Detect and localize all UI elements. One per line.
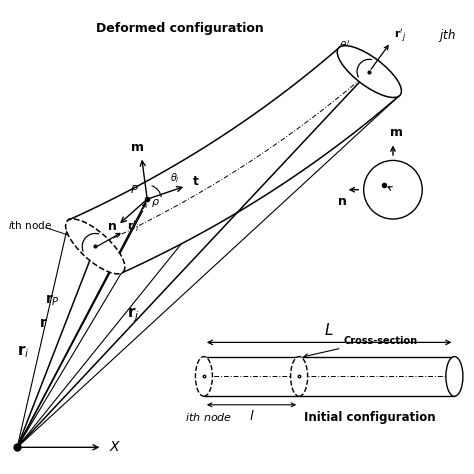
Ellipse shape bbox=[291, 356, 308, 396]
Text: $j$th: $j$th bbox=[438, 27, 456, 44]
Text: $\mathbf{r}_P$: $\mathbf{r}_P$ bbox=[45, 292, 60, 308]
Text: $\mathbf{r}'_j$: $\mathbf{r}'_j$ bbox=[394, 27, 406, 45]
Text: $z$: $z$ bbox=[383, 203, 392, 213]
Text: $y$: $y$ bbox=[406, 179, 415, 191]
Text: Cross-section: Cross-section bbox=[344, 336, 418, 346]
Text: $\rho$: $\rho$ bbox=[393, 185, 402, 198]
Text: $\theta_i^l$: $\theta_i^l$ bbox=[65, 215, 76, 232]
Text: Initial configuration: Initial configuration bbox=[303, 411, 435, 424]
Ellipse shape bbox=[446, 356, 463, 396]
Text: $\mathbf{r}'_i$: $\mathbf{r}'_i$ bbox=[128, 219, 140, 235]
Polygon shape bbox=[204, 356, 455, 396]
Text: $\rho$: $\rho$ bbox=[151, 197, 160, 209]
Text: $\mathbf{n}$: $\mathbf{n}$ bbox=[337, 195, 347, 209]
Polygon shape bbox=[69, 46, 398, 273]
Text: $\mathbf{r}$: $\mathbf{r}$ bbox=[39, 316, 47, 330]
Text: $\mathbf{t}$: $\mathbf{t}$ bbox=[192, 175, 200, 188]
Polygon shape bbox=[69, 46, 398, 273]
Text: $i$th node: $i$th node bbox=[8, 219, 52, 231]
Text: $P$: $P$ bbox=[130, 183, 139, 195]
Circle shape bbox=[364, 160, 422, 219]
Text: $L$: $L$ bbox=[324, 322, 334, 337]
Text: $l$: $l$ bbox=[249, 409, 255, 422]
Ellipse shape bbox=[195, 356, 212, 396]
Ellipse shape bbox=[65, 219, 125, 274]
Text: $\mathbf{r}_i$: $\mathbf{r}_i$ bbox=[17, 343, 30, 360]
Text: $P$: $P$ bbox=[371, 168, 380, 180]
Text: $\mathbf{m}$: $\mathbf{m}$ bbox=[130, 141, 144, 154]
Text: $\theta_l$: $\theta_l$ bbox=[170, 171, 180, 185]
Text: $\theta_j^l$: $\theta_j^l$ bbox=[339, 39, 350, 56]
Ellipse shape bbox=[337, 46, 401, 98]
Text: $X$: $X$ bbox=[109, 440, 122, 454]
Text: $i$th node: $i$th node bbox=[185, 411, 232, 423]
Text: $\mathbf{m}$: $\mathbf{m}$ bbox=[389, 126, 403, 139]
Text: $\mathbf{r}_j$: $\mathbf{r}_j$ bbox=[127, 305, 139, 324]
Text: $\mathbf{n}$: $\mathbf{n}$ bbox=[107, 220, 117, 233]
Text: Deformed configuration: Deformed configuration bbox=[96, 22, 264, 35]
